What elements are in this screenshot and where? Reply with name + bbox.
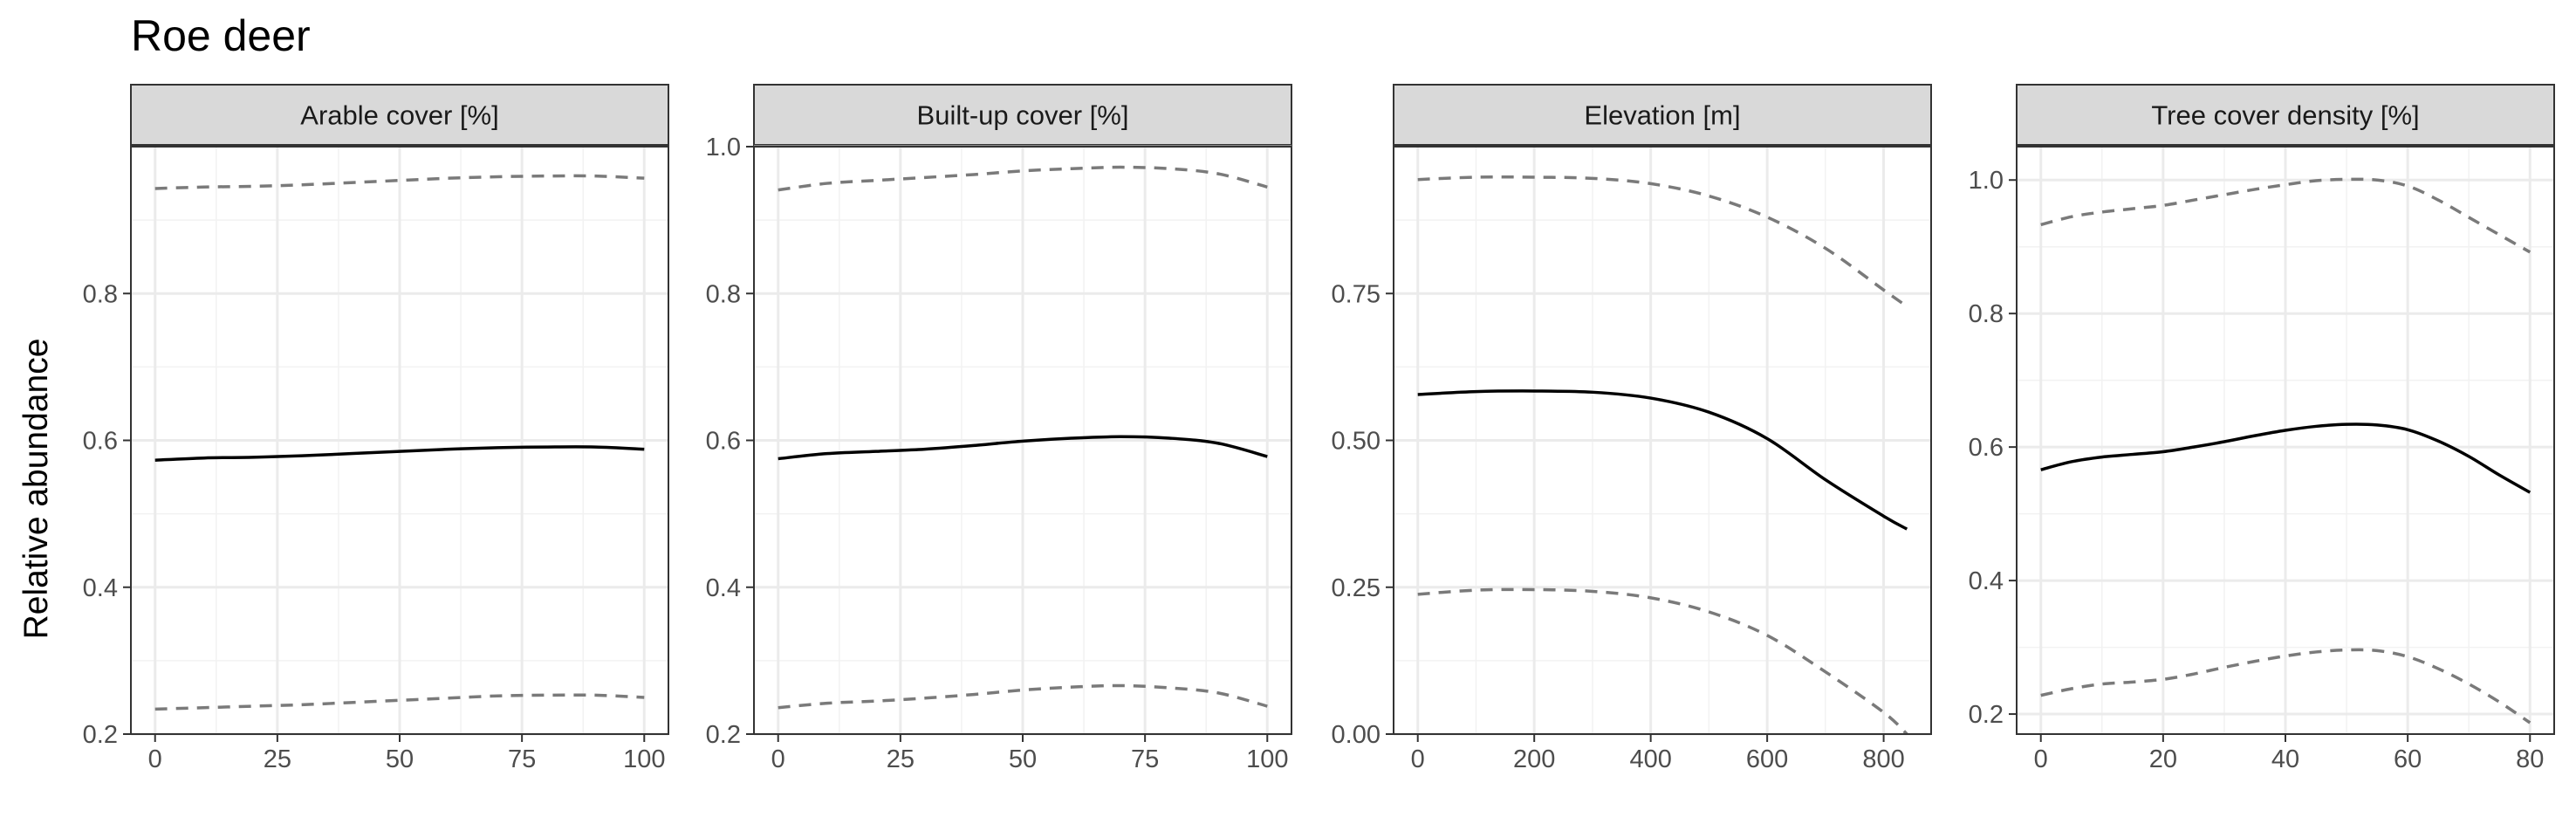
x-tick-label: 100 [1246, 745, 1288, 773]
x-tick-label: 0 [771, 745, 785, 773]
y-tick-label: 0.4 [706, 574, 741, 602]
facet-label: Arable cover [%] [300, 100, 498, 131]
facet-panel: Built-up cover [%] 0 25 50 75 100 0.2 0.4 0.6 0.8… [706, 84, 1292, 773]
estimate-line [154, 445, 645, 462]
x-tick-label: 40 [2271, 745, 2299, 773]
x-tick-label: 400 [1629, 745, 1671, 773]
y-tick-label: 0.8 [706, 280, 741, 308]
x-tick-label: 0 [148, 745, 162, 773]
x-tick-label: 75 [508, 745, 536, 773]
y-tick-label: 0.50 [1332, 428, 1380, 456]
y-tick-label: 0.75 [1332, 280, 1380, 308]
x-tick-label: 50 [1009, 745, 1037, 773]
facet-strip [753, 84, 1292, 146]
y-tick-label: 0.4 [83, 574, 118, 602]
y-tick-label: 0.2 [706, 721, 741, 749]
y-tick-label: 0.2 [83, 721, 118, 749]
x-tick-label: 20 [2149, 745, 2177, 773]
y-tick-label: 1.0 [706, 134, 741, 161]
upper-bound-line [1417, 175, 1908, 308]
y-tick-label: 0.2 [1969, 701, 2004, 729]
facet-strip [1393, 84, 1932, 146]
lower-bound-line [2040, 648, 2531, 724]
x-tick-label: 0 [1411, 745, 1425, 773]
x-tick-label: 100 [623, 745, 665, 773]
x-tick-label: 0 [2034, 745, 2048, 773]
y-tick-label: 0.6 [706, 428, 741, 456]
x-tick-label: 200 [1513, 745, 1555, 773]
facet-label: Tree cover density [%] [2151, 100, 2419, 131]
estimate-line [2040, 422, 2531, 494]
x-tick-label: 800 [1862, 745, 1904, 773]
estimate-line [778, 435, 1268, 461]
facet-strip [130, 84, 669, 146]
y-tick-label: 0.8 [83, 280, 118, 308]
facet-panel: Elevation [m] 0 200 400 600 800 0.00 0.25 0.50 0.… [1332, 84, 1932, 773]
upper-bound-line [2040, 177, 2531, 254]
y-tick-label: 0.25 [1332, 574, 1380, 602]
upper-bound-line [778, 165, 1268, 192]
facet-strip [2016, 84, 2555, 146]
x-tick-label: 600 [1746, 745, 1788, 773]
y-tick-label: 0.8 [1969, 300, 2004, 328]
y-tick-label: 0.4 [1969, 567, 2004, 595]
x-tick-label: 50 [386, 745, 414, 773]
x-tick-label: 75 [1131, 745, 1159, 773]
facet-label: Built-up cover [%] [917, 100, 1129, 131]
lower-bound-line [778, 683, 1268, 710]
x-tick-label: 80 [2516, 745, 2544, 773]
x-tick-label: 60 [2394, 745, 2422, 773]
upper-bound-line [154, 174, 645, 190]
facet-panel: Arable cover [%] 0 25 50 75 100 0.2 0.4 0.6 0.8 [83, 84, 669, 773]
chart-title: Roe deer [131, 11, 311, 60]
estimate-line [1417, 389, 1908, 531]
y-tick-label: 1.0 [1969, 167, 2004, 195]
y-tick-label: 0.6 [83, 428, 118, 456]
facet-panels: Arable cover [%]0 25 50 75 1000.20.40.60.8Bu… [83, 84, 2555, 773]
x-tick-label: 25 [264, 745, 291, 773]
facet-panel: Tree cover density [%] 0 20 40 60 80 0.2 0.4 0.6… [1969, 84, 2555, 773]
facet-label: Elevation [m] [1584, 100, 1740, 131]
y-tick-label: 0.6 [1969, 434, 2004, 462]
lower-bound-line [154, 693, 645, 711]
lower-bound-line [1417, 587, 1908, 736]
x-tick-label: 25 [887, 745, 915, 773]
y-tick-label: 0.00 [1332, 721, 1380, 749]
y-axis-label: Relative abundance [17, 339, 55, 640]
